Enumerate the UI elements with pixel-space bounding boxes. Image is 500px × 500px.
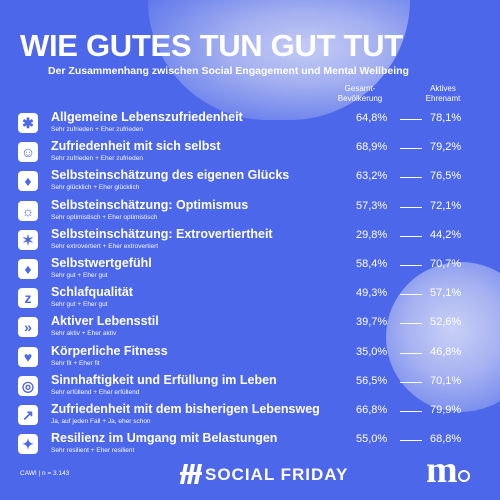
value-gesamt: 66,8% [356,404,388,416]
value-connector [400,352,422,354]
brand-name: SOCIAL FRIDAY [205,465,349,484]
value-gesamt: 63,2% [356,170,388,183]
value-gesamt: 58,4% [356,258,388,270]
row-label: Schlafqualität [51,285,133,300]
value-ehrenamt: 79,9% [430,404,462,416]
row-label: Selbsteinschätzung: Extrovertiertheit [51,226,273,241]
burst-icon: ✶ [18,229,38,250]
value-ehrenamt: 70,1% [430,374,462,387]
value-ehrenamt: 52,6% [430,316,462,329]
value-gesamt: 57,3% [356,199,388,212]
sun-icon: ☼ [18,200,38,221]
company-logo: m [426,449,458,491]
value-ehrenamt: 72,1% [430,199,462,212]
value-ehrenamt: 78,1% [430,112,462,124]
value-gesamt: 64,8% [356,112,388,124]
table-row: z Schlafqualität Sehr gut + Eher gut 49,3% 5… [18,285,488,313]
value-connector [400,323,422,325]
table-row: ☺ Zufriedenheit mit sich selbst Sehr zufri… [18,139,488,167]
value-ehrenamt: 79,2% [430,141,462,154]
value-connector [400,265,422,266]
row-sublabel: Sehr glücklich + Eher glücklich [51,184,140,192]
row-label: Resilienz im Umgang mit Belastungen [51,431,278,446]
value-connector [400,119,422,120]
row-label: Selbstwertgefühl [51,256,152,270]
value-gesamt: 56,5% [356,374,388,387]
row-sublabel: Sehr gut + Eher gut [51,272,108,279]
table-row: ♦ Selbsteinschätzung des eigenen Glücks Se… [18,168,488,196]
thumbs-up-icon: ♦ [18,171,38,192]
row-label: Selbsteinschätzung: Optimismus [51,197,249,212]
value-connector [400,294,422,296]
column-header-ehrenamt: Aktives Ehrenamt [425,84,461,103]
value-connector [400,148,422,150]
logo-dot [458,470,470,482]
sleep-icon: z [18,288,38,309]
person-photo [386,262,500,412]
row-sublabel: Sehr aktiv + Eher aktiv [51,330,117,338]
value-gesamt: 39,7% [356,316,388,329]
table-row: ✦ Resilienz im Umgang mit Belastungen Sehr… [18,431,488,459]
table-row: ♥ Körperliche Fitness Sehr fit + Eher fit 3… [18,344,488,372]
page-subtitle: Der Zusammenhang zwischen Social Engagem… [48,65,409,77]
thumbs-up-icon: ♦ [18,259,38,279]
value-connector [400,411,422,412]
row-sublabel: Sehr gut + Eher gut [51,301,108,309]
value-ehrenamt: 44,2% [430,228,462,241]
row-sublabel: Sehr zufrieden + Eher zufrieden [51,155,143,163]
social-friday-logo-icon [180,464,202,484]
value-ehrenamt: 70,7% [430,258,462,270]
table-row: ☼ Selbsteinschätzung: Optimismus Sehr opti… [18,198,488,226]
row-sublabel: Sehr resilient + Eher resilient [51,447,135,455]
value-ehrenamt: 57,1% [430,287,462,300]
row-label: Selbsteinschätzung des eigenen Glücks [51,168,290,183]
table-row: ◎ Sinnhaftigkeit und Erfüllung im Leben Se… [18,373,488,401]
row-sublabel: Sehr erfüllend + Eher erfüllend [51,388,140,396]
value-ehrenamt: 46,8% [430,345,462,358]
row-label: Allgemeine Lebenszufriedenheit [51,110,243,124]
page-title: WIE GUTES TUN GUT TUT [20,28,403,63]
value-connector [400,381,422,383]
value-connector [400,206,422,208]
value-ehrenamt: 68,8% [430,433,462,446]
row-label: Sinnhaftigkeit und Erfüllung im Leben [51,372,277,387]
row-label: Zufriedenheit mit dem bisherigen Lebensw… [51,402,320,416]
activity-icon: » [18,317,38,338]
value-gesamt: 55,0% [356,433,388,446]
star-person-icon: ✱ [18,113,38,133]
value-gesamt: 68,9% [356,141,388,154]
resilience-icon: ✦ [18,434,38,455]
path-icon: ↗ [18,405,38,425]
row-sublabel: Sehr optimistisch + Eher optimistisch [51,213,158,221]
heart-pulse-icon: ♥ [18,346,38,367]
value-gesamt: 29,8% [356,228,388,241]
table-row: ↗ Zufriedenheit mit dem bisherigen Lebens… [18,402,488,430]
self-icon: ☺ [18,142,38,163]
row-sublabel: Sehr zufrieden + Eher zufrieden [51,126,143,133]
value-ehrenamt: 76,5% [430,170,462,183]
row-sublabel: Sehr fit + Eher fit [51,359,100,367]
value-connector [400,440,422,442]
row-label: Körperliche Fitness [51,343,168,358]
value-gesamt: 49,3% [356,287,388,300]
table-row: ♦ Selbstwertgefühl Sehr gut + Eher gut 58,4… [18,256,488,284]
table-row: ✶ Selbsteinschätzung: Extrovertiertheit Se… [18,227,488,255]
table-row: » Aktiver Lebensstil Sehr aktiv + Eher akt… [18,314,488,342]
value-connector [400,177,422,179]
row-label: Aktiver Lebensstil [51,314,159,329]
value-gesamt: 35,0% [356,345,388,358]
footnote: CAWI | n = 3.143 [20,470,70,477]
value-connector [400,235,422,237]
row-sublabel: Ja, auf jeden Fall + Ja, eher schon [51,418,151,425]
column-header-gesamt: Gesamt- Bevölkerung [337,84,383,103]
meaning-icon: ◎ [18,375,38,396]
table-row: ✱ Allgemeine Lebenszufriedenheit Sehr zufr… [18,110,488,138]
row-label: Zufriedenheit mit sich selbst [51,139,221,154]
row-sublabel: Sehr extrovertiert + Eher extrovertiert [51,242,159,250]
